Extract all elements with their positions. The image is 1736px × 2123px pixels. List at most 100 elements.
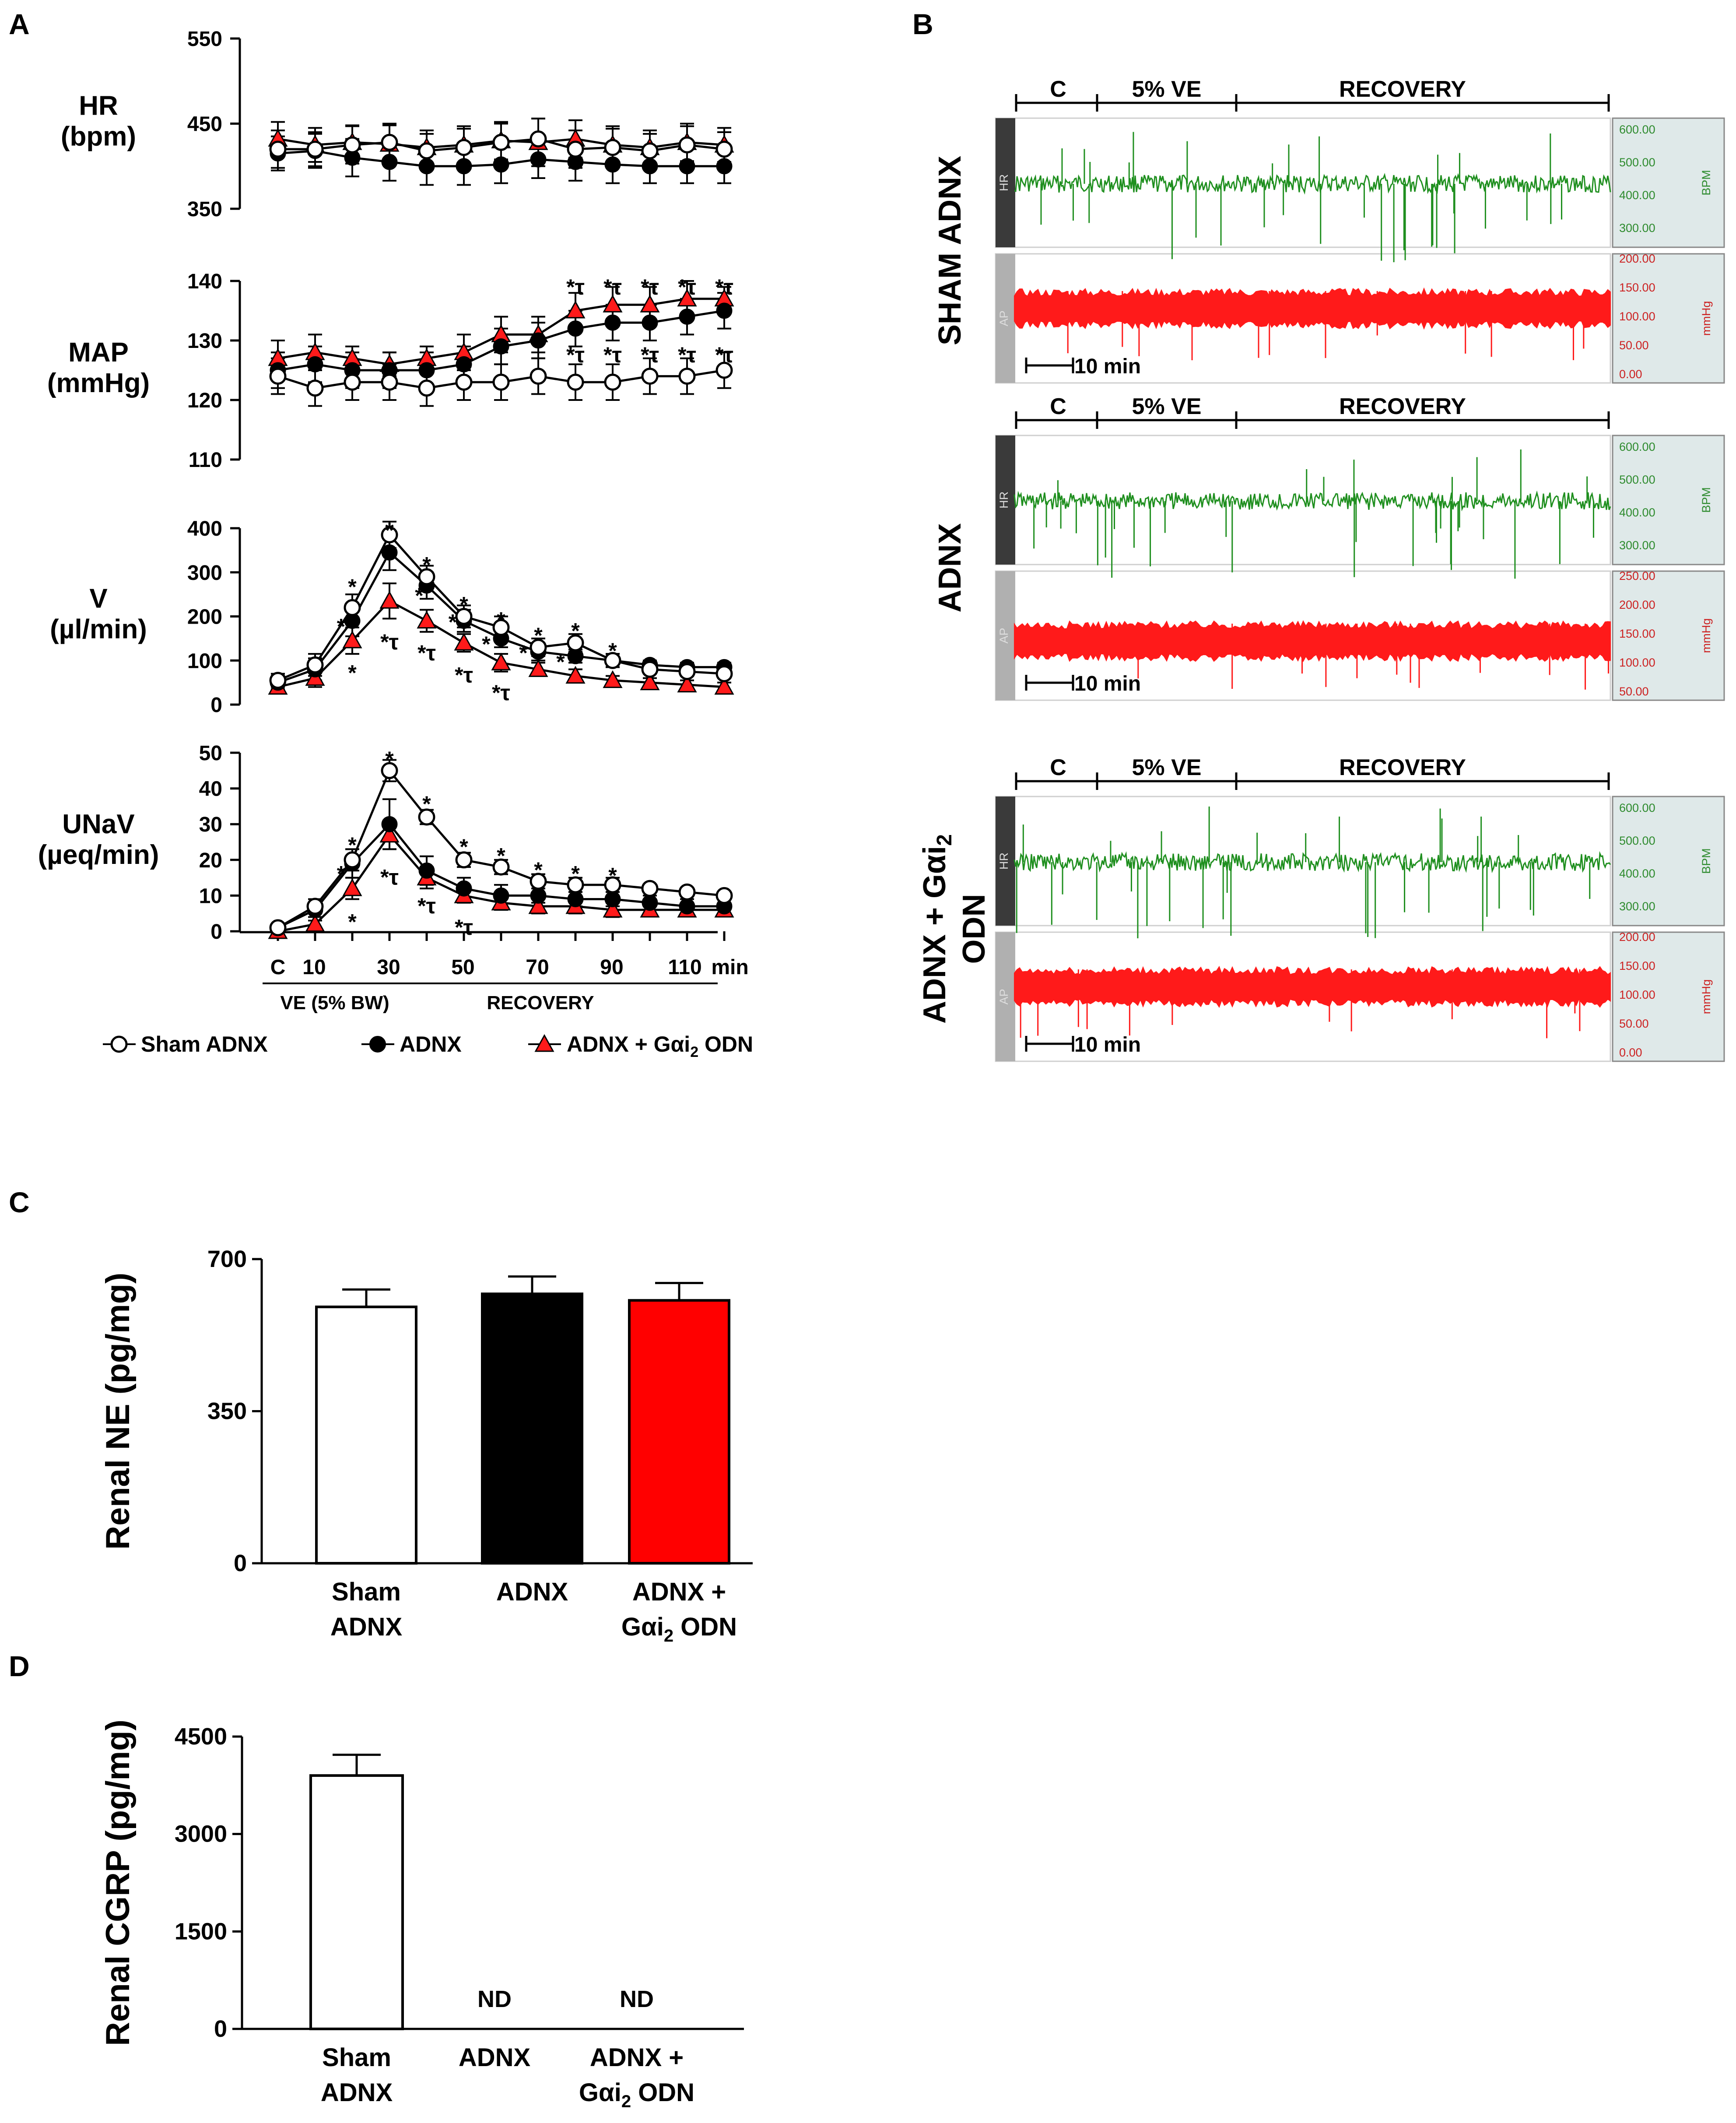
data-point-open-circle [344, 373, 361, 391]
segment-label-recovery: RECOVERY [1339, 394, 1466, 419]
significance-marker: * [348, 660, 357, 685]
segment-label-recovery: RECOVERY [1339, 755, 1466, 780]
significance-marker: *τ [678, 275, 696, 299]
data-point-filled-circle [381, 816, 398, 832]
panel-letter-b: B [912, 8, 933, 40]
ap-axis-box [1612, 931, 1725, 1062]
ap-channel-tab [996, 932, 1015, 1061]
x-unit-label: min [711, 956, 748, 979]
y-tick-label: 450 [187, 113, 222, 136]
group-label: ADNX + Gαi2 [917, 834, 956, 1024]
data-point-open-circle [455, 373, 473, 391]
y-axis-title: HR [79, 91, 118, 121]
data-point-filled-circle [530, 332, 547, 349]
y-tick-label: 4500 [175, 1723, 227, 1750]
significance-marker: * [337, 861, 346, 886]
x-tick-label: 30 [377, 956, 400, 979]
panel-a-x-axis-labels: C 10 30 50 70 90 110 min VE (5% BW) RECO… [263, 956, 749, 1014]
hr-axis-unit: BPM [1700, 170, 1713, 196]
segment-label-ve: 5% VE [1132, 394, 1202, 419]
ap-axis-tick: 100.00 [1619, 656, 1655, 669]
ap-channel-tab [996, 254, 1015, 383]
significance-marker: * [482, 632, 491, 656]
data-point-open-circle [269, 368, 287, 385]
ap-axis-tick: 150.00 [1619, 281, 1655, 294]
line-chart-hr: 550 450 350 HR(bpm) [61, 28, 734, 221]
panel-d-bar-chart-cgrp: 4500 3000 1500 0 Renal CGRP (pg/mg) Sham ADNX N… [99, 1719, 744, 2111]
data-point-open-circle [344, 599, 361, 616]
significance-marker: * [556, 649, 565, 674]
data-point-filled-circle [530, 151, 547, 168]
ap-axis-tick: 50.00 [1619, 339, 1649, 352]
data-point-open-circle [567, 634, 584, 652]
significance-marker: *τ [455, 915, 473, 940]
data-point-red-triangle [603, 899, 623, 918]
data-point-open-circle [492, 133, 510, 151]
data-point-red-triangle [379, 825, 400, 843]
hr-axis-tick: 600.00 [1619, 801, 1655, 814]
significance-marker: * [571, 861, 580, 886]
scale-bar-label: 10 min [1074, 672, 1141, 695]
data-point-open-circle [269, 919, 287, 937]
hr-axis-box [1612, 435, 1725, 565]
data-point-open-circle [455, 139, 473, 156]
hr-axis-tick: 300.00 [1619, 221, 1655, 235]
hr-axis-tick: 400.00 [1619, 506, 1655, 519]
category-label: ADNX + [590, 2043, 684, 2072]
ap-axis-unit: mmHg [1700, 301, 1713, 336]
data-point-open-circle [306, 898, 324, 915]
data-point-filled-circle [679, 309, 695, 325]
significance-marker: *τ [715, 343, 733, 367]
y-tick-label: 30 [199, 813, 222, 836]
data-point-open-circle [455, 608, 473, 625]
data-point-open-circle [492, 858, 510, 876]
data-point-red-triangle [640, 672, 660, 691]
data-point-open-circle [381, 373, 398, 391]
significance-marker: *τ [715, 275, 733, 299]
ap-axis-tick: 200.00 [1619, 598, 1655, 611]
y-axis-title: Renal CGRP (pg/mg) [99, 1719, 137, 2046]
significance-marker: *τ [641, 275, 659, 299]
data-point-open-circle [567, 876, 584, 894]
data-point-filled-circle [418, 362, 435, 379]
legend-item-adnx: ADNX [361, 1032, 462, 1056]
data-point-filled-circle [493, 156, 509, 173]
hr-channel-tab [996, 435, 1015, 565]
hr-axis-tick: 300.00 [1619, 900, 1655, 913]
hr-channel-tab [996, 118, 1015, 247]
panel-letter-a: A [9, 8, 30, 40]
y-tick-label: 120 [187, 389, 222, 412]
data-point-open-circle [715, 361, 733, 379]
x-tick-label: 10 [302, 956, 326, 979]
segment-label-c: C [1050, 77, 1066, 102]
y-axis-unit: (µl/min) [50, 614, 147, 645]
segment-label-c: C [1050, 394, 1066, 419]
hr-trace [1014, 851, 1611, 874]
data-point-filled-circle [381, 154, 398, 170]
x-tick-label: 90 [600, 956, 623, 979]
hr-axis-tick: 400.00 [1619, 867, 1655, 880]
significance-marker: *τ [380, 865, 399, 890]
data-point-filled-circle [642, 895, 658, 911]
ap-axis-tick: 0.00 [1619, 368, 1642, 381]
data-point-filled-circle [456, 158, 472, 175]
ap-axis-box [1612, 253, 1725, 384]
category-label: ADNX [496, 1578, 568, 1606]
data-point-open-circle [269, 140, 287, 158]
y-tick-label: 350 [207, 1398, 247, 1425]
data-point-open-circle [530, 130, 547, 148]
scale-bar-label: 10 min [1074, 1033, 1141, 1056]
hr-channel-label: HR [997, 491, 1010, 509]
significance-marker: *τ [417, 894, 436, 918]
panel-letter-c: C [9, 1186, 30, 1218]
data-point-open-circle [678, 368, 696, 385]
data-point-open-circle [530, 639, 547, 656]
x-tick-label: 50 [451, 956, 474, 979]
data-point-open-circle [306, 379, 324, 397]
ap-axis-tick: 100.00 [1619, 988, 1655, 1001]
significance-marker: * [422, 792, 431, 816]
trace-group-3: C 5% VE RECOVERY HR AP 600.00 500.00 400.00 300.… [917, 755, 1725, 1062]
hr-axis-box [1612, 117, 1725, 248]
panel-a-line-charts: 550 450 350 HR(bpm) 140 130 120 110 MAP(mmHg) *τ *… [38, 28, 734, 944]
hr-axis-tick: 600.00 [1619, 123, 1655, 136]
